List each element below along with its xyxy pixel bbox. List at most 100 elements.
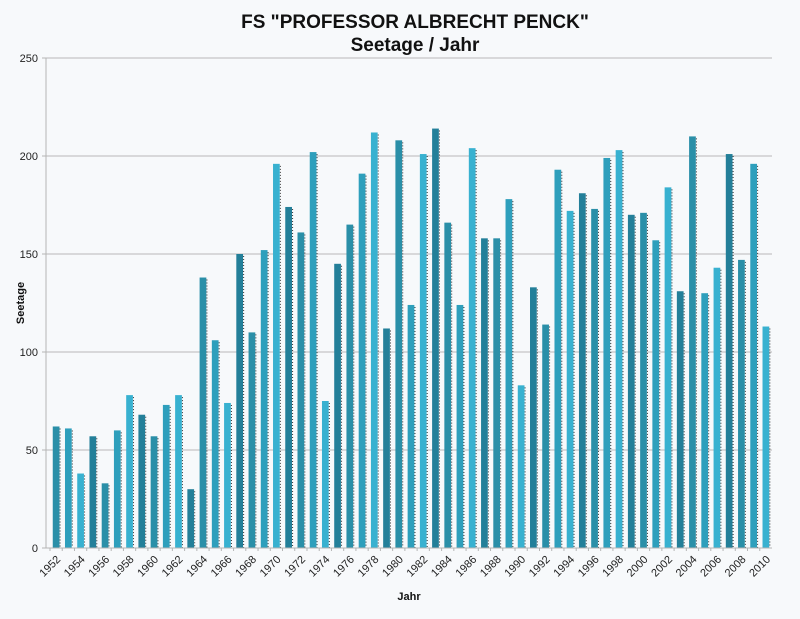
x-tick-label: 2008: [723, 554, 749, 580]
bar-1990: [518, 385, 525, 548]
bar-1967: [236, 254, 243, 548]
bar-1988: [493, 238, 500, 548]
bar-1992: [542, 325, 549, 548]
x-tick-label: 1990: [502, 554, 528, 580]
x-tick-label: 1974: [307, 554, 333, 580]
y-tick-label: 100: [20, 347, 38, 359]
bar-1968: [249, 332, 256, 548]
bar-1991: [530, 287, 537, 548]
bar-1986: [469, 148, 476, 548]
x-tick-label: 1998: [600, 554, 626, 580]
bar-1989: [506, 199, 513, 548]
bar-1952: [53, 426, 60, 548]
bar-1953: [65, 428, 72, 548]
bar-1983: [432, 129, 439, 548]
x-tick-label: 1976: [331, 554, 357, 580]
bar-2001: [652, 240, 659, 548]
x-tick-label: 1992: [527, 554, 553, 580]
bar-2006: [714, 268, 721, 548]
x-tick-label: 2006: [698, 554, 724, 580]
bar-1976: [346, 225, 353, 548]
x-tick-label: 1982: [405, 554, 431, 580]
bar-1971: [285, 207, 292, 548]
x-tick-label: 1968: [233, 554, 259, 580]
x-tick-label: 1996: [576, 554, 602, 580]
bar-2004: [689, 136, 696, 548]
x-tick-label: 1964: [184, 554, 210, 580]
bars: [53, 129, 770, 548]
chart-subtitle: Seetage / Jahr: [351, 35, 480, 56]
bar-1998: [616, 150, 623, 548]
bar-1966: [224, 403, 231, 548]
y-tick-label: 150: [20, 249, 38, 261]
x-tick-label: 1972: [282, 554, 308, 580]
x-tick-label: 1956: [86, 554, 112, 580]
bar-1957: [114, 430, 121, 548]
bar-1965: [212, 340, 219, 548]
x-tick-label: 2000: [625, 554, 651, 580]
x-tick-label: 1962: [160, 554, 186, 580]
x-tick-label: 1978: [356, 554, 382, 580]
bar-1954: [77, 474, 84, 548]
x-tick-label: 1980: [380, 554, 406, 580]
bar-1958: [126, 395, 133, 548]
x-tick-label: 1970: [258, 554, 284, 580]
bar-2009: [750, 164, 757, 548]
x-tick-label: 1958: [111, 554, 137, 580]
bar-1984: [444, 223, 451, 548]
bar-1972: [298, 232, 305, 548]
bar-1996: [591, 209, 598, 548]
bar-1964: [200, 278, 207, 548]
y-tick-label: 0: [32, 543, 38, 555]
bar-2003: [677, 291, 684, 548]
x-tick-label: 1952: [37, 554, 63, 580]
x-tick-label: 1954: [62, 554, 88, 580]
chart-title: FS "PROFESSOR ALBRECHT PENCK": [241, 12, 589, 33]
bar-2008: [738, 260, 745, 548]
bar-2000: [640, 213, 647, 548]
bar-1978: [371, 132, 378, 548]
bar-1974: [322, 401, 329, 548]
bar-1963: [187, 489, 194, 548]
bar-1982: [420, 154, 427, 548]
bar-1977: [359, 174, 366, 548]
y-axis-label: Seetage: [15, 282, 27, 324]
bar-1993: [554, 170, 561, 548]
bar-1961: [163, 405, 170, 548]
x-axis-ticks: 1952195419561958196019621964196619681970…: [37, 548, 773, 579]
bar-1997: [603, 158, 610, 548]
x-tick-label: 2010: [747, 554, 773, 580]
bar-1969: [261, 250, 268, 548]
x-tick-label: 1988: [478, 554, 504, 580]
bar-2005: [701, 293, 708, 548]
bar-1955: [89, 436, 96, 548]
bar-1962: [175, 395, 182, 548]
x-tick-label: 1984: [429, 554, 455, 580]
bar-1973: [310, 152, 317, 548]
bar-1960: [151, 436, 158, 548]
bar-1979: [383, 328, 390, 548]
bar-1975: [334, 264, 341, 548]
bar-2002: [665, 187, 672, 548]
bar-1980: [395, 140, 402, 548]
y-tick-label: 200: [20, 151, 38, 163]
x-tick-label: 2004: [674, 554, 700, 580]
bar-1987: [481, 238, 488, 548]
x-tick-label: 1986: [454, 554, 480, 580]
bar-1994: [567, 211, 574, 548]
bar-1981: [408, 305, 415, 548]
y-tick-label: 50: [26, 445, 38, 457]
bar-1985: [457, 305, 464, 548]
bar-2010: [763, 327, 770, 548]
bar-2007: [726, 154, 733, 548]
bar-1999: [628, 215, 635, 548]
bar-1956: [102, 483, 109, 548]
x-tick-label: 1994: [551, 554, 577, 580]
x-tick-label: 1960: [135, 554, 161, 580]
x-tick-label: 2002: [649, 554, 675, 580]
x-tick-label: 1966: [209, 554, 235, 580]
x-axis-label: Jahr: [397, 591, 421, 603]
bar-1970: [273, 164, 280, 548]
y-tick-label: 250: [20, 53, 38, 65]
